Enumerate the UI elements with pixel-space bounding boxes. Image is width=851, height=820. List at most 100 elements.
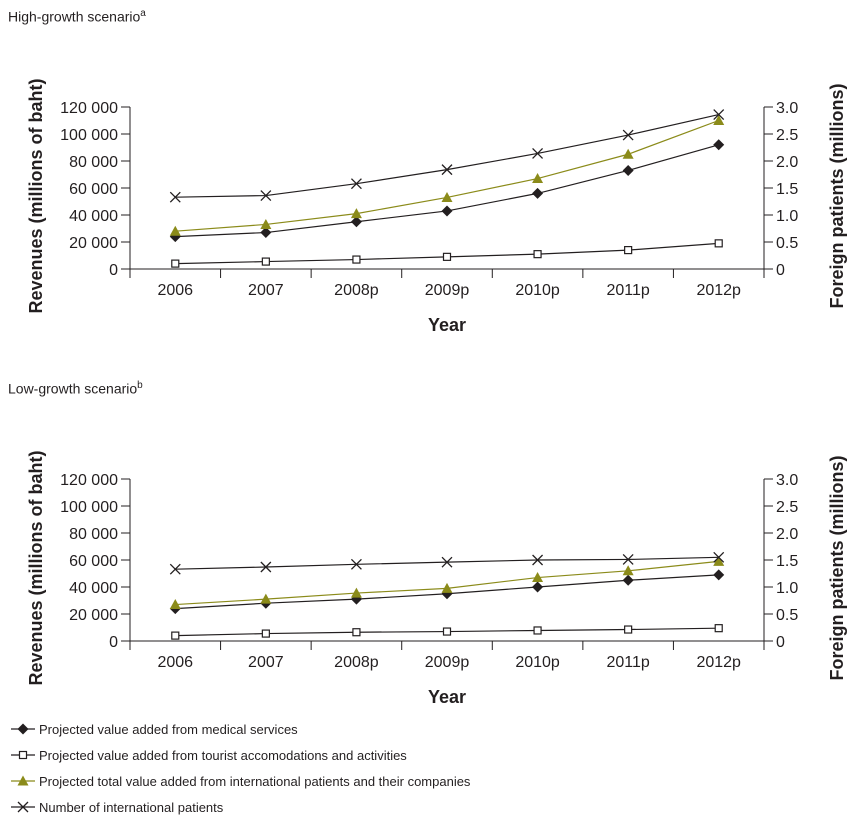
y-tick-label-left: 120 000 bbox=[60, 472, 118, 489]
y-tick-label-right: 0.5 bbox=[776, 607, 798, 624]
series-2-point bbox=[441, 191, 453, 202]
series-2-point bbox=[169, 225, 181, 236]
x-tick-label: 2008p bbox=[334, 654, 379, 671]
legend-label: Projected value added from tourist accom… bbox=[39, 747, 407, 763]
series-0-point bbox=[260, 227, 272, 239]
y-tick-label-right: 0.5 bbox=[776, 235, 798, 252]
y-tick-label-left: 60 000 bbox=[69, 181, 118, 198]
x-tick-label: 2007 bbox=[248, 282, 284, 299]
series-3-point bbox=[532, 554, 544, 566]
series-3-point bbox=[713, 109, 725, 121]
series-0-line bbox=[175, 144, 719, 238]
x-tick-label: 2009p bbox=[425, 654, 470, 671]
y-axis-title-left: Revenues (millions of baht) bbox=[26, 78, 46, 313]
y-tick-label-right: 1.5 bbox=[776, 553, 798, 570]
x-tick-label: 2010p bbox=[515, 654, 560, 671]
legend-item-international-patients: Number of international patients bbox=[10, 794, 470, 820]
series-1-point bbox=[714, 239, 723, 248]
y-tick-label-right: 3.0 bbox=[776, 100, 798, 117]
legend: Projected value added from medical servi… bbox=[10, 716, 470, 820]
series-3-point bbox=[350, 558, 362, 570]
series-1-point bbox=[261, 257, 270, 266]
series-3-point bbox=[169, 191, 181, 203]
legend-marker-diamond-icon bbox=[11, 723, 35, 735]
legend-marker bbox=[18, 750, 28, 760]
y-tick-label-right: 3.0 bbox=[776, 472, 798, 489]
y-tick-label-right: 2.0 bbox=[776, 526, 798, 543]
series-3-point bbox=[622, 554, 634, 565]
y-tick-label-right: 1.5 bbox=[776, 181, 798, 198]
x-tick-label: 2010p bbox=[515, 282, 560, 299]
y-tick-label-left: 60 000 bbox=[69, 553, 118, 570]
x-tick-label: 2008p bbox=[334, 282, 379, 299]
legend-item-total-value-added: Projected total value added from interna… bbox=[10, 768, 470, 794]
series-0-point bbox=[350, 216, 362, 228]
series-3-point bbox=[622, 129, 634, 141]
series-1-point bbox=[442, 627, 452, 636]
y-tick-label-left: 40 000 bbox=[69, 580, 118, 597]
legend-label: Projected total value added from interna… bbox=[39, 773, 471, 789]
series-3-point bbox=[260, 561, 272, 573]
x-axis-title: Year bbox=[428, 315, 466, 335]
y-tick-label-right: 0 bbox=[776, 262, 785, 279]
y-tick-label-left: 20 000 bbox=[69, 607, 118, 624]
y-tick-label-left: 100 000 bbox=[60, 499, 118, 516]
x-tick-label: 2007 bbox=[248, 654, 284, 671]
series-0-point bbox=[713, 139, 725, 151]
y-tick-label-right: 2.0 bbox=[776, 154, 798, 171]
series-2-point bbox=[350, 208, 362, 219]
series-1-point bbox=[171, 259, 180, 268]
y-tick-label-right: 1.0 bbox=[776, 208, 798, 225]
series-2-point bbox=[713, 555, 725, 566]
legend-marker bbox=[17, 801, 29, 813]
x-tick-label: 2012p bbox=[696, 654, 741, 671]
legend-marker-x-icon bbox=[11, 801, 35, 813]
low-growth-chart: 0 0 20 000 0.5 40 000 1.0 60 000 1.5 80 000 2.0 10… bbox=[26, 450, 847, 707]
series-3-point bbox=[713, 551, 725, 563]
legend-item-tourist-accommodations: Projected value added from tourist accom… bbox=[10, 742, 470, 768]
series-3-line bbox=[175, 113, 719, 198]
x-tick-label: 2011p bbox=[606, 654, 649, 671]
series-1-point bbox=[261, 629, 270, 638]
series-3-point bbox=[260, 190, 272, 202]
high-growth-chart: 0 0 20 000 0.5 40 000 1.0 60 000 1.5 80 000 2.0 10… bbox=[26, 78, 847, 335]
y-tick-label-left: 20 000 bbox=[69, 235, 118, 252]
series-2-point bbox=[169, 599, 181, 610]
series-2-point bbox=[622, 565, 634, 576]
legend-item-medical-services: Projected value added from medical servi… bbox=[10, 716, 470, 742]
y-tick-label-right: 2.5 bbox=[776, 499, 798, 516]
series-2-point bbox=[532, 173, 544, 184]
legend-label: Number of international patients bbox=[39, 799, 224, 815]
y-tick-label-left: 80 000 bbox=[69, 154, 118, 171]
series-0-point bbox=[441, 205, 453, 217]
series-1-point bbox=[624, 246, 633, 255]
y-tick-label-right: 2.5 bbox=[776, 127, 798, 144]
x-tick-label: 2011p bbox=[606, 282, 649, 299]
series-2-point bbox=[622, 148, 634, 159]
legend-marker-triangle-icon bbox=[11, 775, 35, 786]
series-1-point bbox=[533, 626, 542, 635]
legend-label: Projected value added from medical servi… bbox=[39, 721, 298, 737]
series-2-point bbox=[260, 593, 272, 604]
y-tick-label-left: 120 000 bbox=[60, 100, 118, 117]
y-tick-label-right: 1.0 bbox=[776, 580, 798, 597]
series-0-point bbox=[532, 187, 544, 199]
series-3-point bbox=[441, 556, 453, 568]
series-2-point bbox=[350, 587, 362, 598]
y-axis-title-right: Foreign patients (millions) bbox=[827, 83, 847, 308]
y-tick-label-left: 100 000 bbox=[60, 127, 118, 144]
y-axis-title-right: Foreign patients (millions) bbox=[827, 455, 847, 680]
series-3-point bbox=[441, 164, 453, 176]
series-0-point bbox=[532, 581, 544, 593]
y-tick-label-left: 40 000 bbox=[69, 208, 118, 225]
series-2-point bbox=[713, 115, 725, 125]
series-2-point bbox=[532, 572, 544, 583]
series-0-point bbox=[713, 569, 725, 581]
y-tick-label-right: 0 bbox=[776, 634, 785, 651]
legend-marker bbox=[17, 723, 29, 735]
x-tick-label: 2006 bbox=[157, 654, 193, 671]
series-3-point bbox=[169, 563, 181, 575]
series-1-point bbox=[352, 255, 361, 264]
legend-marker bbox=[17, 775, 29, 786]
series-2-point bbox=[441, 582, 453, 593]
